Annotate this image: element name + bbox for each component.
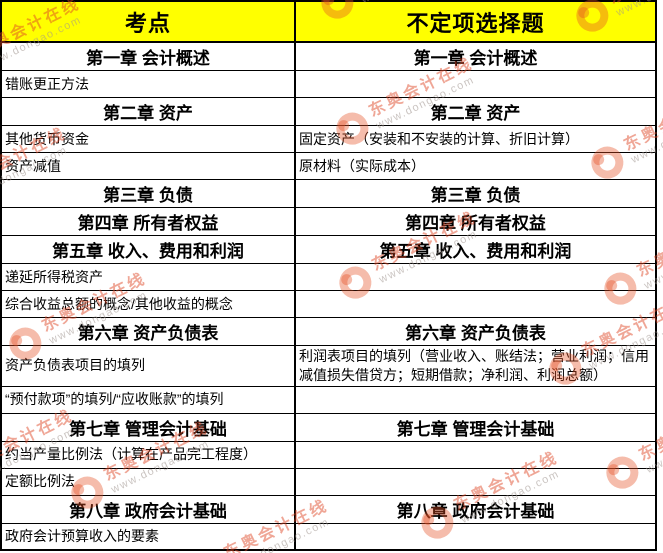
topic-cell-right (294, 467, 657, 496)
topic-cell-left: 错账更正方法 (0, 70, 296, 98)
chapter-row: 第四章 所有者权益 第四章 所有者权益 (0, 207, 657, 236)
topic-row: 递延所得税资产 (0, 263, 657, 291)
chapter-cell-right: 第四章 所有者权益 (294, 207, 657, 236)
chapter-row: 第七章 管理会计基础 第七章 管理会计基础 (0, 412, 657, 442)
topic-cell-right (294, 290, 657, 318)
topic-cell-left: 其他货币资金 (0, 125, 296, 153)
topic-row: 其他货币资金 固定资产（安装和不安装的计算、折旧计算） (0, 125, 657, 153)
topic-cell-left: 递延所得税资产 (0, 263, 296, 291)
topic-row: 资产减值 原材料（实际成本） (0, 152, 657, 180)
chapter-cell-right: 第六章 资产负债表 (294, 317, 657, 346)
topic-cell-right (294, 522, 657, 551)
topic-cell-right (294, 440, 657, 469)
topic-cell-right (294, 385, 657, 414)
chapter-cell-left: 第四章 所有者权益 (0, 207, 296, 236)
topic-row: 政府会计预算收入的要素 (0, 522, 657, 551)
topic-cell-right: 原材料（实际成本） (294, 152, 657, 180)
topic-row: 综合收益总额的概念/其他收益的概念 (0, 290, 657, 318)
chapter-cell-right: 第三章 负债 (294, 179, 657, 208)
topic-cell-left: 政府会计预算收入的要素 (0, 522, 296, 551)
topic-row: 约当产量比例法（计算在产品完工程度） (0, 440, 657, 469)
header-row: 考点 不定项选择题 (0, 0, 657, 43)
chapter-cell-right: 第八章 政府会计基础 (294, 494, 657, 524)
chapter-cell-left: 第一章 会计概述 (0, 41, 296, 71)
chapter-cell-left: 第五章 收入、费用和利润 (0, 235, 296, 264)
column-header-indefinite-choice: 不定项选择题 (294, 0, 657, 43)
topic-cell-right: 利润表项目的填列（营业收入、账结法；营业利润；信用减值损失借贷方；短期借款；净利… (294, 345, 657, 387)
topic-cell-right: 固定资产（安装和不安装的计算、折旧计算） (294, 125, 657, 153)
chapter-row: 第五章 收入、费用和利润 第五章 收入、费用和利润 (0, 235, 657, 264)
topic-cell-left: 资产减值 (0, 152, 296, 180)
chapter-cell-left: 第六章 资产负债表 (0, 317, 296, 346)
topic-cell-right (294, 70, 657, 98)
topic-cell-left: 资产负债表项目的填列 (0, 345, 296, 387)
chapter-row: 第三章 负债 第三章 负债 (0, 179, 657, 208)
topic-cell-left: 综合收益总额的概念/其他收益的概念 (0, 290, 296, 318)
table-body: 第一章 会计概述 第一章 会计概述 错账更正方法 第二章 资产 第二章 资产 其他货币资金… (0, 41, 657, 551)
chapter-cell-left: 第七章 管理会计基础 (0, 412, 296, 442)
chapter-cell-right: 第七章 管理会计基础 (294, 412, 657, 442)
chapter-cell-left: 第八章 政府会计基础 (0, 494, 296, 524)
chapter-cell-left: 第二章 资产 (0, 97, 296, 126)
topic-cell-left: 定额比例法 (0, 467, 296, 496)
topic-row: 定额比例法 (0, 467, 657, 496)
chapter-row: 第一章 会计概述 第一章 会计概述 (0, 41, 657, 71)
chapter-cell-left: 第三章 负债 (0, 179, 296, 208)
topic-row: “预付款项”的填列/“应收账款”的填列 (0, 385, 657, 414)
column-header-topics: 考点 (0, 0, 296, 43)
chapter-cell-right: 第二章 资产 (294, 97, 657, 126)
chapter-row: 第六章 资产负债表 第六章 资产负债表 (0, 317, 657, 346)
chapter-row: 第二章 资产 第二章 资产 (0, 97, 657, 126)
topic-cell-left: 约当产量比例法（计算在产品完工程度） (0, 440, 296, 469)
topic-row: 错账更正方法 (0, 70, 657, 98)
chapter-cell-right: 第五章 收入、费用和利润 (294, 235, 657, 264)
chapter-row: 第八章 政府会计基础 第八章 政府会计基础 (0, 494, 657, 524)
topic-cell-right (294, 263, 657, 291)
topic-row: 资产负债表项目的填列 利润表项目的填列（营业收入、账结法；营业利润；信用减值损失借… (0, 345, 657, 387)
chapter-cell-right: 第一章 会计概述 (294, 41, 657, 71)
topic-cell-left: “预付款项”的填列/“应收账款”的填列 (0, 385, 296, 414)
